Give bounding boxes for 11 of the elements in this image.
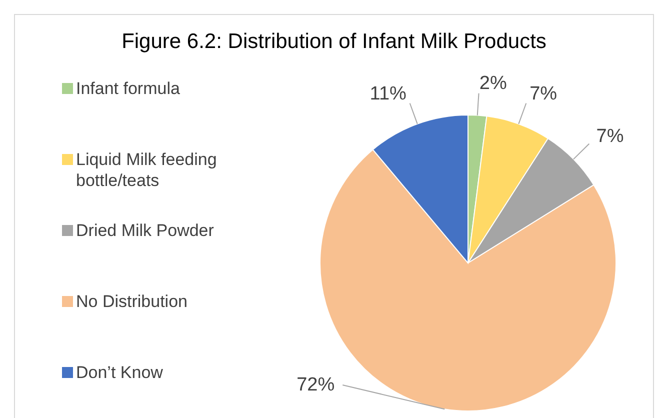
data-label: 11% [370,83,407,104]
legend-label: Don’t Know [76,362,163,383]
data-label: 7% [596,126,624,148]
data-label: 7% [530,83,558,104]
data-label: 72% [296,374,335,396]
legend-label: No Distribution [76,291,188,312]
chart-title: Figure 6.2: Distribution of Infant Milk Products [120,30,548,54]
legend-label: Dried Milk Powder [76,220,214,241]
legend-label: Infant formula [76,78,180,99]
legend-label: Liquid Milk feeding bottle/teats [76,149,218,191]
data-label: 2% [479,72,507,94]
